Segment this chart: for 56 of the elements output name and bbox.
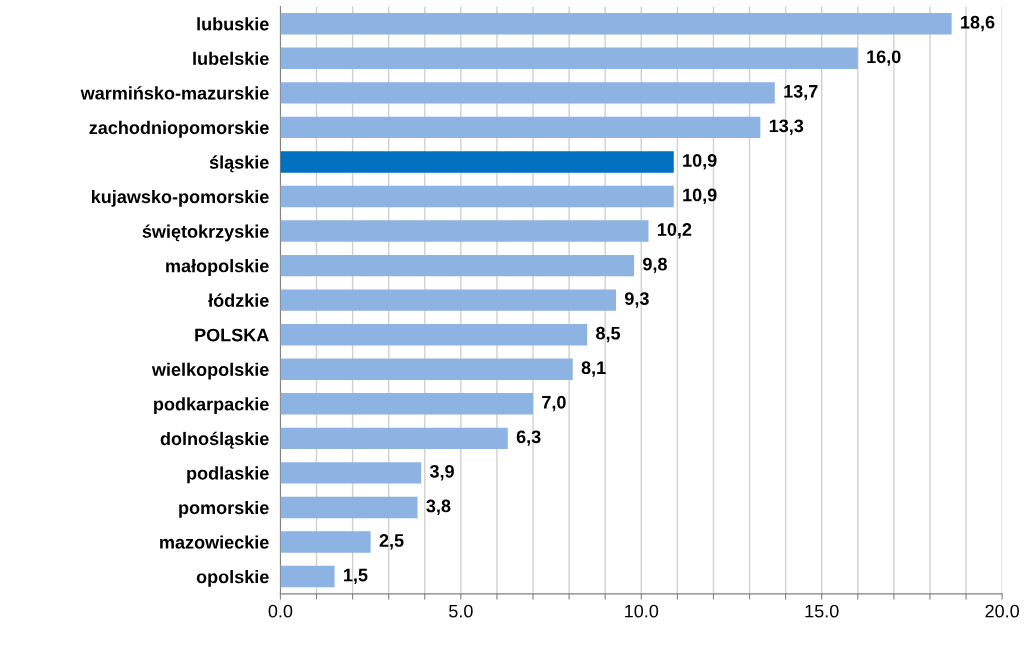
bar (280, 324, 588, 346)
bar (280, 565, 335, 588)
y-tick-label: podkarpackie (154, 397, 269, 415)
data-label: 9,3 (624, 292, 649, 308)
bar (280, 220, 649, 242)
bar (280, 254, 635, 277)
y-tick-label: opolskie (196, 570, 269, 587)
x-tick-label: 10.0 (625, 604, 659, 618)
y-tick-label: małopolskie (166, 259, 269, 276)
y-tick-label: POLSKA (195, 328, 269, 342)
data-label: 10,9 (683, 188, 717, 204)
bar (280, 289, 617, 311)
data-label: 10,2 (657, 223, 692, 239)
data-label: 6,3 (516, 430, 541, 446)
bar (280, 427, 508, 450)
data-label: 2,5 (379, 534, 404, 550)
x-tick-label: 15.0 (805, 604, 839, 618)
data-label: 8,5 (596, 326, 621, 343)
x-tick-label: 0.0 (268, 604, 293, 618)
data-label: 3,8 (426, 499, 451, 515)
data-label: 7,0 (542, 395, 566, 412)
data-label: 13,7 (784, 84, 818, 101)
data-label: 18,6 (961, 15, 995, 32)
data-label: 16,0 (867, 50, 901, 66)
y-tick-label: lubelskie (193, 51, 269, 66)
bar (280, 185, 674, 208)
y-tick-label: świętokrzyskie (142, 224, 269, 242)
x-tick-label: 5.0 (449, 604, 473, 618)
bar (280, 496, 418, 519)
bar (280, 393, 534, 415)
data-label: 9,8 (643, 257, 667, 274)
y-tick-label: śląskie (209, 155, 269, 173)
data-label: 1,5 (344, 568, 368, 585)
bar (280, 462, 422, 484)
y-tick-label: lubuskie (197, 17, 269, 31)
y-tick-label: zachodniopomorskie (89, 120, 269, 138)
bar (280, 13, 952, 35)
bar (280, 82, 775, 104)
x-tick-label: 20.0 (985, 604, 1019, 618)
data-label: 10,9 (683, 154, 717, 170)
y-tick-label: kujawsko-pomorskie (91, 189, 269, 207)
data-label: 8,1 (581, 361, 606, 377)
y-tick-label: łódzkie (208, 293, 269, 307)
y-tick-label: podlaskie (187, 466, 269, 484)
bar (280, 47, 858, 70)
bar (280, 531, 371, 553)
y-tick-label: warmińsko-mazurskie (80, 86, 269, 100)
bar (280, 151, 674, 173)
y-tick-label: pomorskie (179, 500, 269, 518)
y-tick-label: mazowieckie (160, 535, 269, 549)
data-label: 13,3 (769, 119, 804, 135)
bar (280, 116, 761, 139)
data-label: 3,9 (429, 464, 454, 481)
y-tick-label: wielkopolskie (151, 362, 269, 380)
bar (280, 358, 573, 380)
y-tick-label: dolnośląskie (160, 431, 269, 449)
